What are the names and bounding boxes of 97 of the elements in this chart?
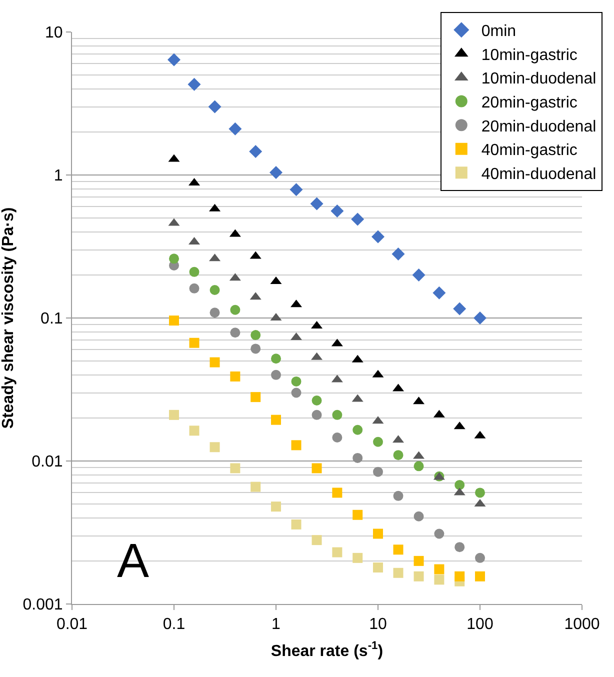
point [250,482,261,492]
legend-label: 0min [481,23,516,40]
point [373,466,383,477]
point [393,450,404,460]
point [189,266,200,277]
point [271,370,281,380]
point [291,376,302,386]
x-tick-label: 1000 [564,616,600,634]
point [210,284,220,295]
point [373,436,383,447]
point [330,204,344,218]
point [453,302,466,316]
point [210,357,220,368]
point [372,230,384,244]
point [271,414,281,425]
point [230,304,240,315]
point [474,312,486,324]
point [312,463,322,474]
x-tick-label: 1 [272,616,281,634]
point [291,519,302,530]
point [271,502,281,512]
x-axis-title: Shear rate (s$^{-1}$) [270,640,384,660]
legend-label: 40min-gastric [481,142,578,160]
legend-label: 10min-gastric [481,46,578,64]
point [291,388,302,398]
y-tick-label: 1 [54,168,63,185]
y-tick-label: 0.001 [22,596,63,614]
point [393,568,404,578]
x-tick-label: 100 [466,616,494,634]
point [393,490,404,501]
point [332,410,342,420]
point [352,424,363,435]
point [169,410,179,420]
point [188,78,201,91]
point [230,328,240,338]
point [310,197,324,210]
point [210,308,220,318]
annotation: A [117,535,150,588]
point [189,338,200,348]
legend-label: 40min-duodenal [481,166,596,183]
point [250,344,261,354]
point [291,440,302,450]
point [290,183,303,196]
point [434,528,444,539]
x-tick-label: 0.1 [162,616,186,634]
point [351,212,364,226]
point [393,544,404,555]
point [230,463,240,474]
point [312,410,322,420]
point [414,571,424,582]
point [312,395,322,406]
point [352,552,363,563]
y-tick-label: 10 [45,24,63,42]
y-axis-title: Steady shear viscosity (Pa·s) [0,207,17,429]
y-tick-label: 0.01 [32,454,63,471]
point [169,316,179,326]
point [332,432,342,442]
point [454,571,465,582]
point [454,480,465,490]
point [228,122,242,136]
point [432,286,446,300]
point [210,442,220,452]
point [373,562,383,572]
point [250,330,261,340]
point [271,354,281,364]
point [434,564,444,574]
legend-label: 10min-duodenal [481,70,596,88]
point [414,461,424,472]
point [312,535,322,546]
point [332,488,342,498]
point [454,542,465,552]
point [189,283,200,294]
y-tick-label: 0.1 [40,310,63,328]
point [352,510,363,520]
point [270,166,282,180]
point [414,511,424,522]
point [189,426,200,436]
point [414,556,424,566]
x-tick-label: 0.01 [56,616,88,634]
x-tick-label: 10 [369,616,387,634]
point [475,488,485,498]
point [332,547,342,558]
point [392,248,405,261]
point [373,528,383,539]
point [475,552,485,563]
point [250,392,261,402]
point [208,100,222,114]
point [230,371,240,382]
point [434,574,444,585]
point [168,53,180,66]
point [475,571,485,582]
point [412,268,426,282]
legend-label: 20min-duodenal [481,118,596,136]
point [352,452,363,463]
point [169,254,179,264]
legend-label: 20min-gastric [481,94,578,112]
point [249,145,262,158]
